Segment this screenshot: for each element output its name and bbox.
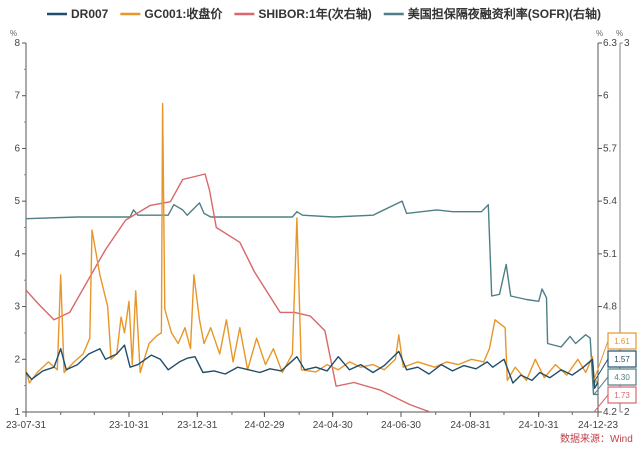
end-value-label: 1.57 (614, 355, 630, 364)
left-tick-label: 6 (14, 143, 20, 154)
x-tick-label: 23-12-31 (177, 420, 217, 431)
end-label-connector (593, 340, 609, 381)
x-tick-label: 23-07-31 (6, 420, 46, 431)
legend-item[interactable]: GC001:收盘价 (144, 6, 223, 21)
end-label-connector (593, 358, 609, 383)
series-line-1 (26, 102, 598, 384)
left-tick-label: 8 (14, 38, 20, 49)
end-value-label: 4.30 (614, 373, 630, 382)
right-tick-label: 5.7 (603, 143, 617, 154)
end-label-box (607, 332, 637, 350)
x-tick-label: 24-06-30 (381, 420, 421, 431)
legend: DR007 GC001:收盘价 SHIBOR:1年(次右轴) 美国担保隔夜融资利率(S… (47, 6, 601, 21)
end-label-box (607, 386, 637, 404)
end-value-label: 1.73 (614, 391, 630, 400)
left-tick-label: 5 (14, 196, 20, 207)
right-tick-label: 6.3 (603, 38, 617, 49)
end-label-connector (593, 376, 609, 395)
x-tick-label: 24-08-31 (450, 420, 490, 431)
x-tick-label: 24-10-31 (519, 420, 559, 431)
right2-tick-label: 2 (624, 407, 630, 418)
right-tick-label: 5.1 (603, 249, 617, 260)
x-tick-label: 24-12-23 (578, 420, 618, 431)
right-axis-unit: % (596, 29, 603, 38)
end-value-label: 1.61 (614, 337, 630, 346)
left-tick-label: 2 (14, 354, 20, 365)
x-tick-label: 24-02-29 (244, 420, 284, 431)
left-tick-label: 4 (14, 249, 20, 260)
end-label-box (607, 350, 637, 368)
right-tick-label: 6 (603, 91, 609, 102)
series-line-2 (26, 173, 431, 412)
right2-axis-unit: % (616, 29, 623, 38)
legend-item[interactable]: DR007 (71, 7, 109, 21)
left-tick-label: 7 (14, 91, 20, 102)
left-tick-label: 3 (14, 302, 20, 313)
left-tick-label: 1 (14, 407, 20, 418)
source-note: 数据来源：Wind (560, 432, 633, 445)
legend-item[interactable]: 美国担保隔夜融资利率(SOFR)(右轴) (408, 6, 601, 21)
x-tick-label: 24-04-30 (313, 420, 353, 431)
right-tick-label: 4.8 (603, 302, 617, 313)
legend-item[interactable]: SHIBOR:1年(次右轴) (258, 6, 371, 21)
x-tick-label: 23-10-31 (109, 420, 149, 431)
right-tick-label: 5.4 (603, 196, 617, 207)
left-axis-unit: % (10, 29, 17, 38)
right-tick-label: 4.2 (603, 407, 617, 418)
series-line-3 (26, 200, 598, 396)
series-line-0 (26, 344, 598, 389)
right2-tick-label: 3 (624, 38, 630, 49)
end-label-box (607, 368, 637, 386)
end-label-connector (593, 394, 609, 413)
